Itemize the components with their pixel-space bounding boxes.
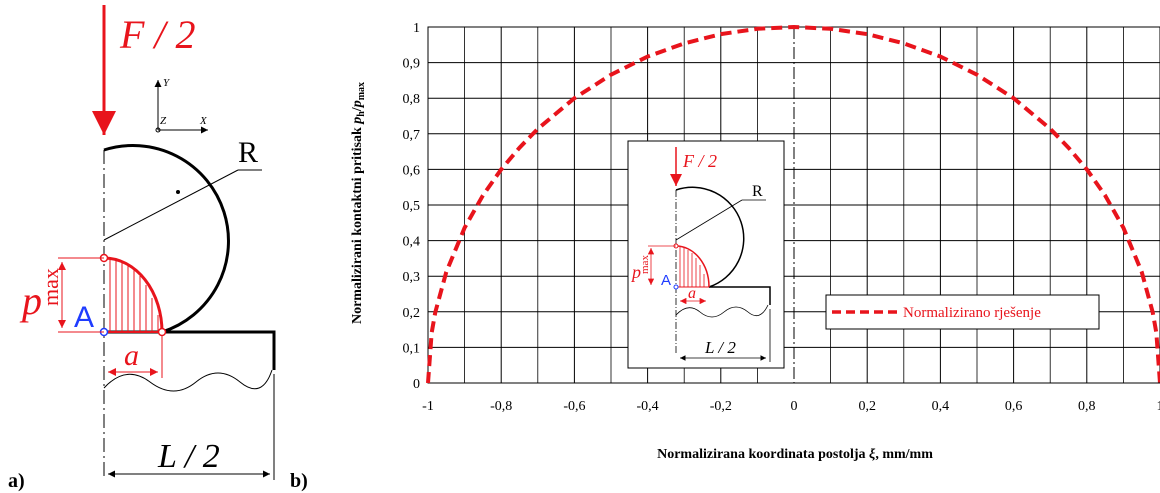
x-tick-label: 0,6 xyxy=(1005,399,1023,414)
axis-x-label: X xyxy=(199,115,208,127)
left-diagram: F / 2 Y Z X R xyxy=(8,5,276,492)
y-tick-label: 0,2 xyxy=(403,306,421,321)
force-label: F / 2 xyxy=(119,12,196,57)
x-tick-label: -0,4 xyxy=(637,399,659,414)
x-tick-label: 0,8 xyxy=(1078,399,1096,414)
legend-box xyxy=(825,294,1100,330)
inset-diagram: F / 2 R p max A xyxy=(627,140,785,369)
y-tick-label: 0,3 xyxy=(403,270,421,285)
inset-point-a-label: A xyxy=(661,272,671,289)
pmax-label: p xyxy=(19,278,42,323)
y-tick-label: 0,9 xyxy=(403,57,421,72)
y-tick-label: 0,4 xyxy=(403,235,421,250)
break-line xyxy=(103,369,273,392)
inset-radius-label: R xyxy=(752,183,763,200)
half-length-label: L / 2 xyxy=(157,438,220,475)
axis-y-label: Y xyxy=(163,77,171,89)
axis-z-label: Z xyxy=(160,115,167,127)
x-tick-label: 0,2 xyxy=(858,399,876,414)
series-line xyxy=(426,24,1160,384)
punch-profile xyxy=(103,144,231,334)
panel-label-a: a) xyxy=(8,470,25,492)
x-tick-label: 0,4 xyxy=(932,399,950,414)
a-label: a xyxy=(124,339,139,372)
x-axis-label: Normalizirana koordinata postolja ξ, mm/… xyxy=(657,447,933,462)
x-tick-label: -1 xyxy=(422,399,434,414)
x-tick-label: -0,6 xyxy=(563,399,585,414)
inset-a-label: a xyxy=(688,285,696,302)
x-tick-label: -0,8 xyxy=(490,399,512,414)
y-axis-label: Normalizirani kontaktni pritisak ph/pmax xyxy=(350,82,367,324)
panel-label-b: b) xyxy=(290,470,308,492)
y-tick-label: 1 xyxy=(413,21,420,36)
y-tick-label: 0,5 xyxy=(403,199,421,214)
inset-force-label: F / 2 xyxy=(682,151,717,171)
contact-pressure-chart: -1 -0,8 -0,6 -0,4 -0,2 0 0,2 0,4 0,6 0,8 1 0 0,1 0,2 0… xyxy=(350,21,1160,462)
radius-label: R xyxy=(238,136,258,169)
inset-pmax-label: p xyxy=(630,262,641,282)
legend: Normalizirano rješenje xyxy=(825,294,1100,330)
x-tick-label: 1 xyxy=(1157,399,1160,414)
y-tick-label: 0 xyxy=(413,377,420,392)
y-tick-label: 0,1 xyxy=(403,341,421,356)
pressure-hatch xyxy=(109,258,159,332)
y-tick-label: 0,7 xyxy=(403,128,421,143)
pmax-subscript: max xyxy=(38,268,63,306)
coordinate-axes-icon xyxy=(154,80,208,134)
radius-leader xyxy=(103,169,239,241)
y-tick-label: 0,8 xyxy=(403,92,421,107)
point-a-label: A xyxy=(74,301,94,334)
x-tick-label: 0 xyxy=(791,399,798,414)
x-tick-label: -0,2 xyxy=(710,399,732,414)
edge-point xyxy=(157,327,167,337)
inset-half-length-label: L / 2 xyxy=(704,338,736,357)
legend-label: Normalizirano rješenje xyxy=(903,305,1041,321)
y-tick-label: 0,6 xyxy=(403,163,421,178)
inset-pmax-subscript: max xyxy=(639,255,651,274)
pressure-curve xyxy=(103,256,164,333)
